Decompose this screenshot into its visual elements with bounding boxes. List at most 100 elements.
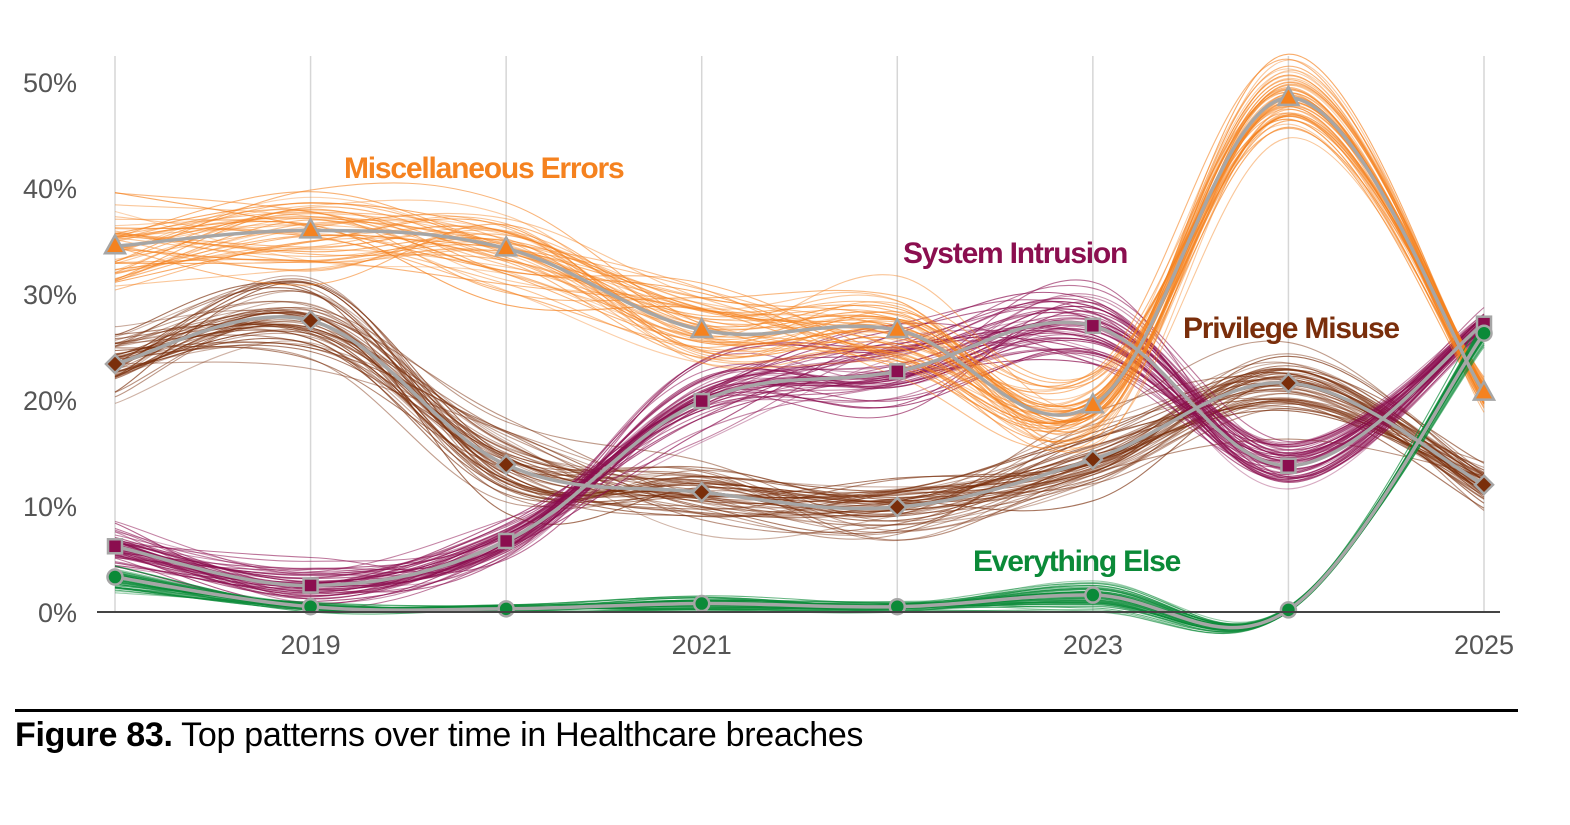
marker-privilege-misuse [690,481,713,503]
band-privilege-misuse [114,275,1485,541]
marker-privilege-misuse [104,353,126,375]
sample-line [114,115,1485,410]
sample-line [114,308,1485,518]
marker-system-intrusion [1280,457,1297,474]
marker-miscellaneous-errors [298,216,323,239]
marker-system-intrusion [302,577,319,594]
marker-miscellaneous-errors [1471,379,1497,401]
marker-everything-else [1279,601,1298,619]
marker-system-intrusion [889,363,906,380]
y-tick-label: 10% [23,492,77,522]
band-miscellaneous-errors [114,53,1485,454]
marker-miscellaneous-errors [1080,391,1105,414]
sample-line [114,77,1485,425]
marker-system-intrusion [693,392,710,410]
sample-line [114,123,1485,396]
marker-privilege-misuse [1473,474,1495,496]
x-tick-label: 2021 [672,630,732,660]
sample-line [114,298,1485,606]
marker-everything-else [888,597,907,616]
marker-everything-else [301,597,320,616]
sample-line [114,341,1485,516]
sample-line [114,281,1485,497]
y-tick-label: 30% [23,280,77,310]
marker-miscellaneous-errors [885,316,910,339]
marker-privilege-misuse [495,453,517,476]
sample-line [114,287,1485,513]
sample-line [114,318,1485,579]
marker-system-intrusion [106,538,124,555]
sample-line [114,307,1485,588]
sample-line [114,106,1485,411]
series-label-miscellaneous-errors: Miscellaneous Errors [344,152,624,185]
sample-line [114,329,1485,534]
series-label-privilege-misuse: Privilege Misuse [1183,312,1399,345]
sample-line [114,316,1485,574]
sample-line [114,330,1485,498]
marker-everything-else [106,568,124,586]
sample-line [114,74,1485,425]
sample-line [114,332,1485,526]
sample-line [114,323,1485,577]
sample-line [114,81,1485,432]
marker-system-intrusion [1084,317,1102,335]
series-line-system-intrusion [114,320,1486,588]
sample-line [114,75,1485,410]
sample-line [114,301,1485,496]
sample-line [114,309,1485,541]
sample-line [114,321,1485,540]
sample-line [114,114,1485,443]
sample-line [114,310,1485,518]
marker-privilege-misuse [299,309,322,332]
sample-line [114,65,1485,424]
marker-privilege-misuse [1277,372,1300,394]
figure-number: Figure 83. [15,716,173,754]
sample-line [114,311,1485,535]
marker-everything-else [692,594,711,613]
sample-line [114,118,1485,399]
marker-everything-else [497,600,515,618]
sample-line [114,341,1485,536]
series-labels: Miscellaneous Errors System Intrusion Pr… [344,152,1401,578]
sample-line [114,313,1485,591]
sample-line [114,323,1485,503]
marker-everything-else [1084,586,1102,604]
sample-line [114,342,1485,526]
marker-everything-else [1475,324,1493,342]
marker-system-intrusion [497,532,515,550]
sample-line [114,301,1485,571]
sample-line [114,290,1485,488]
sample-line [114,300,1485,540]
marker-miscellaneous-errors [1276,84,1301,107]
sample-line [114,68,1485,406]
sample-line [114,103,1485,412]
sample-line [114,322,1485,580]
y-tick-label: 40% [23,174,77,204]
x-tick-label: 2019 [281,630,341,660]
sample-line [114,79,1485,408]
series-markers [102,84,1497,619]
sample-line [114,114,1485,423]
y-tick-label: 50% [23,68,77,98]
x-tick-label: 2023 [1063,630,1123,660]
y-tick-label: 20% [23,386,77,416]
sample-line [114,112,1485,423]
marker-miscellaneous-errors [102,232,128,255]
series-label-system-intrusion: System Intrusion [903,237,1127,270]
figure-caption: Figure 83. Top patterns over time in Hea… [15,716,863,755]
sample-line [114,315,1485,594]
sample-line [114,126,1485,422]
x-tick-label: 2025 [1454,630,1514,660]
y-tick-label: 0% [38,598,77,628]
series-label-everything-else: Everything Else [973,545,1181,578]
marker-privilege-misuse [886,496,909,518]
sample-line [114,287,1485,517]
series-line-privilege-misuse [114,315,1485,511]
sample-line [114,361,1485,533]
sample-line [114,314,1485,515]
marker-privilege-misuse [1082,448,1104,471]
sample-line [114,275,1485,499]
chart: 0% 10% 20% 30% 40% 50% 2019 2021 2023 2025 Miscel… [23,53,1514,660]
band-system-intrusion [114,279,1485,611]
sample-line [114,329,1485,503]
